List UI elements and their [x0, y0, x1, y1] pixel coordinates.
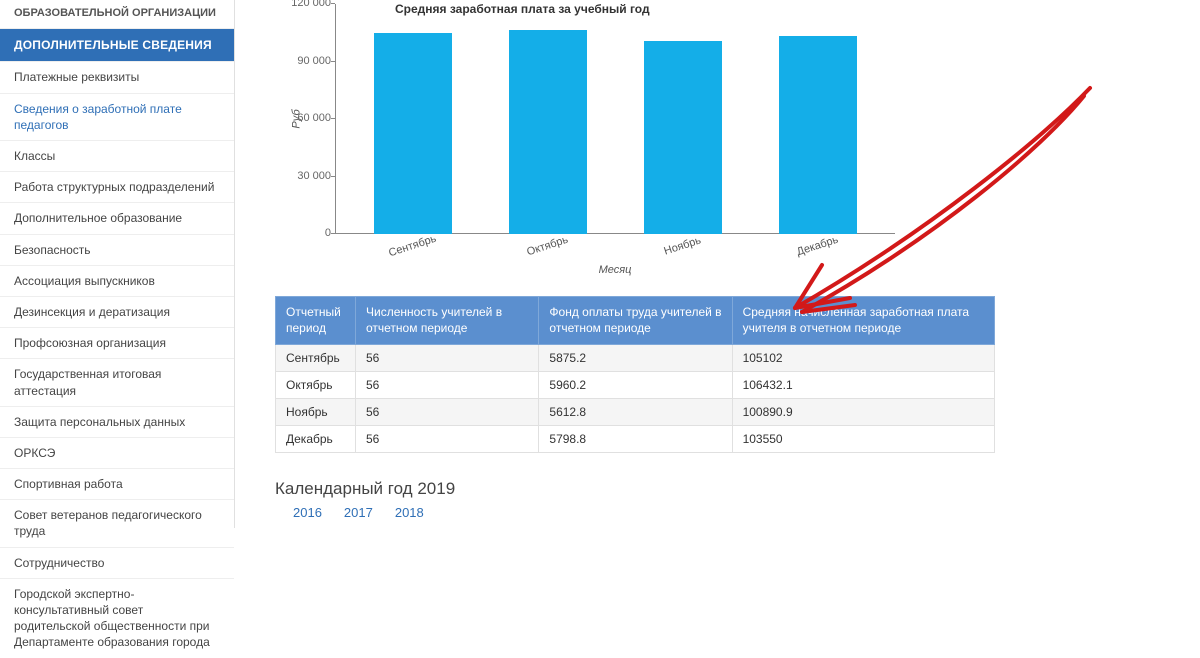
sidebar-item-4[interactable]: Дополнительное образование	[0, 202, 234, 233]
sidebar-item-14[interactable]: Сотрудничество	[0, 547, 234, 578]
year-tab-2017[interactable]: 2017	[344, 505, 373, 520]
chart-bar-slot	[615, 4, 750, 234]
chart-bar	[374, 33, 452, 234]
table-cell: 5960.2	[539, 372, 732, 399]
table-header-cell: Средняя начисленная заработная плата учи…	[732, 297, 994, 345]
table-cell: 5798.8	[539, 426, 732, 453]
table-cell: 100890.9	[732, 399, 994, 426]
year-tab-2018[interactable]: 2018	[395, 505, 424, 520]
sidebar-section-heading: ОБРАЗОВАТЕЛЬНОЙ ОРГАНИЗАЦИИ	[0, 0, 234, 28]
table-header-cell: Численность учителей в отчетном периоде	[356, 297, 539, 345]
table-header-cell: Фонд оплаты труда учителей в отчетном пе…	[539, 297, 732, 345]
table-cell: 56	[356, 399, 539, 426]
table-row: Октябрь565960.2106432.1	[276, 372, 995, 399]
table-cell: Ноябрь	[276, 399, 356, 426]
chart-bar-slot	[345, 4, 480, 234]
sidebar-item-2[interactable]: Классы	[0, 140, 234, 171]
chart-y-tick-label: 30 000	[283, 170, 331, 182]
table-cell: 105102	[732, 345, 994, 372]
chart-bar	[509, 30, 587, 234]
sidebar-item-12[interactable]: Спортивная работа	[0, 468, 234, 499]
calendar-year-title: Календарный год 2019	[275, 479, 1180, 499]
table-row: Сентябрь565875.2105102	[276, 345, 995, 372]
sidebar-item-7[interactable]: Дезинсекция и дератизация	[0, 296, 234, 327]
table-cell: Октябрь	[276, 372, 356, 399]
year-tabs: 2016 2017 2018	[275, 505, 1180, 520]
table-row: Декабрь565798.8103550	[276, 426, 995, 453]
sidebar-item-15[interactable]: Городской экспертно-консультативный сове…	[0, 578, 234, 658]
table-cell: 56	[356, 345, 539, 372]
chart-bar	[644, 41, 722, 234]
chart-y-tick-label: 120 000	[283, 0, 331, 9]
sidebar-item-8[interactable]: Профсоюзная организация	[0, 327, 234, 358]
sidebar-item-0[interactable]: Платежные реквизиты	[0, 61, 234, 92]
table-cell: 5875.2	[539, 345, 732, 372]
chart-bar-slot	[750, 4, 885, 234]
sidebar-item-10[interactable]: Защита персональных данных	[0, 406, 234, 437]
salary-table: Отчетный периодЧисленность учителей в от…	[275, 296, 995, 453]
sidebar-item-11[interactable]: ОРКСЭ	[0, 437, 234, 468]
chart-y-tick-label: 60 000	[283, 112, 331, 124]
chart-plot-area: Руб 030 00060 00090 000120 000	[335, 4, 895, 234]
year-tab-2016[interactable]: 2016	[293, 505, 322, 520]
table-cell: 56	[356, 372, 539, 399]
table-header-cell: Отчетный период	[276, 297, 356, 345]
sidebar-item-13[interactable]: Совет ветеранов педагогического труда	[0, 499, 234, 546]
sidebar-item-6[interactable]: Ассоциация выпускников	[0, 265, 234, 296]
table-cell: 103550	[732, 426, 994, 453]
sidebar-item-9[interactable]: Государственная итоговая аттестация	[0, 358, 234, 405]
main-content: Средняя заработная плата за учебный год …	[235, 0, 1200, 528]
sidebar: ОБРАЗОВАТЕЛЬНОЙ ОРГАНИЗАЦИИ ДОПОЛНИТЕЛЬН…	[0, 0, 235, 528]
chart-bar	[779, 36, 857, 234]
table-cell: Декабрь	[276, 426, 356, 453]
chart-x-axis-label: Месяц	[335, 264, 895, 276]
chart-y-tick-label: 90 000	[283, 55, 331, 67]
table-cell: 5612.8	[539, 399, 732, 426]
sidebar-tab-additional-info[interactable]: ДОПОЛНИТЕЛЬНЫЕ СВЕДЕНИЯ	[0, 28, 234, 61]
salary-chart: Средняя заработная плата за учебный год …	[275, 4, 895, 276]
sidebar-item-3[interactable]: Работа структурных подразделений	[0, 171, 234, 202]
chart-bar-slot	[480, 4, 615, 234]
table-cell: Сентябрь	[276, 345, 356, 372]
sidebar-item-1[interactable]: Сведения о заработной плате педагогов	[0, 93, 234, 140]
chart-y-tick-label: 0	[283, 227, 331, 239]
sidebar-item-5[interactable]: Безопасность	[0, 234, 234, 265]
table-cell: 56	[356, 426, 539, 453]
table-cell: 106432.1	[732, 372, 994, 399]
table-row: Ноябрь565612.8100890.9	[276, 399, 995, 426]
